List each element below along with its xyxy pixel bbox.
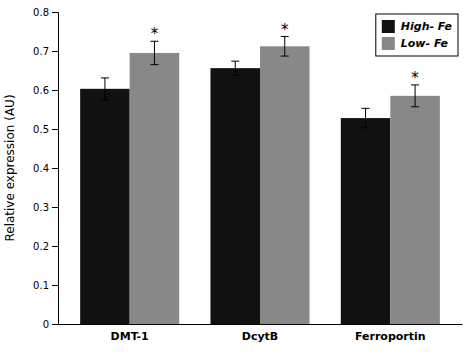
tick-label: 0.2: [33, 241, 49, 252]
legend-frame: [376, 14, 458, 56]
error-bar: [231, 61, 239, 75]
tick-label: 0.1: [33, 280, 49, 291]
tick-mark: [52, 246, 58, 247]
tick-label: DMT-1: [111, 330, 149, 343]
chart-container: 0 0.1 0.2 0.3 0.4 0.5 0.6 0.7 0.8 DMT-1 DcytB Ferro…: [0, 0, 474, 356]
legend-label: High- Fe: [401, 20, 453, 33]
bar: [390, 96, 440, 324]
error-bar-line: [104, 78, 105, 100]
tick-label: 0.6: [33, 85, 49, 96]
tick-mark: [52, 12, 58, 13]
tick: 0.5: [33, 124, 58, 135]
error-bar-line: [235, 61, 236, 75]
tick: 0.2: [33, 241, 58, 252]
plot-area: 0 0.1 0.2 0.3 0.4 0.5 0.6 0.7 0.8 DMT-1 DcytB Ferro…: [3, 7, 463, 343]
error-bar-cap: [411, 106, 419, 107]
error-bar: [411, 85, 419, 107]
legend-swatch: [382, 37, 395, 50]
error-bar: [150, 41, 158, 64]
bar: [80, 89, 130, 324]
axis-line: [52, 13, 59, 325]
legend-item: Low- Fe: [382, 37, 449, 50]
error-bar-cap: [231, 61, 239, 62]
error-bar-cap: [362, 127, 370, 128]
marks: [80, 37, 440, 324]
error-bar: [281, 37, 289, 57]
error-bar-cap: [101, 99, 109, 100]
bar: [210, 68, 260, 324]
tick: 0.7: [33, 46, 58, 57]
tick: 0.4: [33, 163, 58, 174]
error-bar-cap: [101, 77, 109, 78]
legend-item: High- Fe: [382, 20, 453, 33]
error-bar: [101, 78, 109, 100]
error-bar-cap: [231, 75, 239, 76]
annotation: *: [151, 25, 159, 43]
tick: DcytB: [242, 330, 278, 343]
error-bar-line: [284, 37, 285, 57]
tick-mark: [52, 324, 58, 325]
tick-label: 0.5: [33, 124, 49, 135]
error-bar-line: [415, 85, 416, 107]
tick: DMT-1: [111, 330, 149, 343]
y-axis-title: Relative expression (AU): [3, 94, 17, 241]
error-bar-cap: [281, 56, 289, 57]
error-bar: [362, 108, 370, 128]
tick-mark: [52, 207, 58, 208]
error-bar-cap: [150, 64, 158, 65]
series: [130, 37, 440, 324]
tick-label: Ferroportin: [355, 330, 426, 343]
bar: [130, 53, 180, 324]
tick: 0: [43, 319, 58, 330]
tick: 0.3: [33, 202, 58, 213]
legend-label: Low- Fe: [401, 37, 449, 50]
tick-label: 0.8: [33, 7, 49, 18]
tick-label: DcytB: [242, 330, 278, 343]
tick-mark: [52, 51, 58, 52]
y-axis: 0 0.1 0.2 0.3 0.4 0.5 0.6 0.7 0.8: [33, 7, 58, 330]
bar: [260, 46, 310, 324]
error-bar-cap: [362, 108, 370, 109]
tick: 0.1: [33, 280, 58, 291]
tick: 0.6: [33, 85, 58, 96]
tick: 0.8: [33, 7, 58, 18]
legend: High- Fe Low- Fe: [376, 14, 458, 56]
tick-mark: [52, 129, 58, 130]
tick-label: 0.7: [33, 46, 49, 57]
bar: [341, 118, 391, 324]
chart-svg: 0 0.1 0.2 0.3 0.4 0.5 0.6 0.7 0.8 DMT-1 DcytB Ferro…: [0, 0, 474, 356]
error-bar-line: [365, 108, 366, 128]
series: [80, 61, 390, 324]
tick: Ferroportin: [355, 330, 426, 343]
tick-label: 0.4: [33, 163, 49, 174]
error-bar-line: [154, 41, 155, 64]
annotation: *: [281, 21, 289, 39]
tick-mark: [52, 90, 58, 91]
axis-line: [59, 324, 463, 325]
tick-mark: [52, 285, 58, 286]
x-axis: DMT-1 DcytB Ferroportin: [59, 325, 463, 343]
legend-swatch: [382, 20, 395, 33]
tick-label: 0: [43, 319, 49, 330]
tick-label: 0.3: [33, 202, 49, 213]
tick-mark: [52, 168, 58, 169]
annotation: *: [411, 69, 419, 87]
